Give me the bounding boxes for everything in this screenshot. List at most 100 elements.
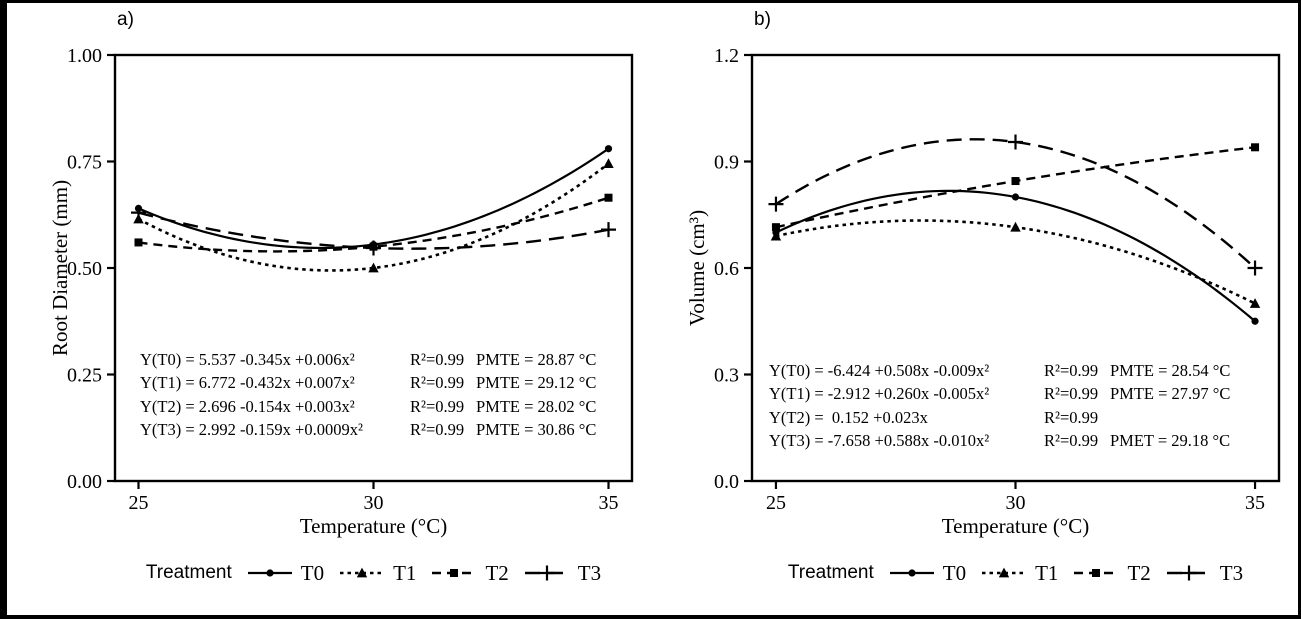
series-T0-point bbox=[1011, 193, 1020, 201]
panel-a-equations: Y(T0) = 5.537 -0.345x +0.006x² R²=0.99 PMT… bbox=[140, 348, 596, 442]
series-T2-point bbox=[1011, 177, 1020, 186]
legend-plus-marker-icon bbox=[524, 565, 569, 581]
panel-a-label: a) bbox=[117, 9, 134, 30]
y-tick-label: 0.3 bbox=[714, 365, 739, 387]
x-tick-label: 30 bbox=[1006, 492, 1026, 514]
legend-entry-label: T3 bbox=[1219, 560, 1244, 585]
x-tick-label: 35 bbox=[599, 492, 619, 514]
series-T2-point bbox=[771, 223, 780, 232]
equation-row: Y(T3) = -7.658 +0.588x -0.010x² R²=0.99 PM… bbox=[769, 429, 1230, 452]
equation-formula: Y(T2) = 2.696 -0.154x +0.003x² bbox=[140, 396, 355, 416]
legend-title: Treatment bbox=[145, 562, 232, 583]
legend-plus-marker-icon bbox=[1166, 565, 1211, 581]
legend-square-marker-icon bbox=[432, 569, 477, 577]
y-tick-label: 0.0 bbox=[714, 471, 739, 493]
equation-formula: Y(T3) = -7.658 +0.588x -0.010x² bbox=[769, 431, 990, 451]
legend-square-glyph bbox=[1092, 569, 1101, 577]
series-T1-curve bbox=[137, 162, 610, 272]
y-tick-label: 0.9 bbox=[714, 152, 739, 174]
equation-formula: Y(T2) = 0.152 +0.023x bbox=[769, 407, 928, 427]
pmte-value: PMTE = 30.86 °C bbox=[476, 420, 597, 440]
y-tick-label: 0.25 bbox=[67, 365, 102, 387]
panel-b-label: b) bbox=[754, 9, 771, 30]
r-squared-value: R²=0.99 bbox=[1044, 361, 1099, 380]
legend-circle-marker-icon bbox=[889, 569, 934, 577]
series-T3-point bbox=[366, 240, 381, 256]
series-T3-point bbox=[768, 196, 784, 212]
r-squared-value: R²=0.99 bbox=[410, 373, 465, 393]
series-T2-point bbox=[1251, 143, 1260, 152]
panel-a-legend: Treatment T0 T1 T2 T3 bbox=[115, 556, 632, 590]
legend-circle-glyph bbox=[266, 569, 274, 577]
equation-row: Y(T3) = 2.992 -0.159x +0.0009x² R²=0.99 PM… bbox=[140, 418, 596, 441]
series-T1-point bbox=[603, 158, 614, 169]
series-T1-point bbox=[368, 262, 379, 273]
series-T0-point bbox=[604, 145, 613, 153]
series-T2-point bbox=[604, 193, 613, 202]
series-T1-curve bbox=[775, 219, 1256, 305]
equation-row: Y(T0) = 5.537 -0.345x +0.006x² R²=0.99 PMT… bbox=[140, 348, 596, 371]
r-squared-value: R²=0.99 bbox=[1044, 431, 1099, 451]
series-T0-curve bbox=[138, 147, 610, 250]
legend-plus-glyph bbox=[539, 565, 555, 581]
equation-formula: Y(T0) = -6.424 +0.508x -0.009x² bbox=[769, 361, 990, 380]
x-axis-label: Temperature (°C) bbox=[942, 514, 1089, 538]
series-T3-point bbox=[1008, 134, 1023, 150]
legend-title: Treatment bbox=[787, 562, 874, 583]
series-T0-point bbox=[1251, 317, 1259, 325]
r-squared-value: R²=0.99 bbox=[1044, 407, 1099, 427]
equation-formula: Y(T3) = 2.992 -0.159x +0.0009x² bbox=[140, 420, 363, 440]
legend-entry-T1: T1 bbox=[981, 561, 1058, 586]
equation-formula: Y(T0) = 5.537 -0.345x +0.006x² bbox=[140, 350, 355, 369]
pmte-value: PMTE = 29.12 °C bbox=[476, 373, 597, 393]
legend-entry-label: T1 bbox=[393, 560, 417, 585]
panel-b-plot: 25 30 35 0.0 0.3 0.6 0.9 1.2 Temperature (°C) Vol… bbox=[685, 45, 1281, 538]
series-T3-point bbox=[601, 222, 616, 238]
series-T1-point bbox=[1010, 221, 1021, 232]
legend-entry-label: T2 bbox=[485, 560, 509, 585]
y-tick-label: 0.50 bbox=[67, 258, 102, 280]
legend-entry-T2: T2 bbox=[431, 560, 509, 586]
pmte-value bbox=[1110, 406, 1230, 429]
legend-triangle-glyph bbox=[356, 567, 368, 578]
y-tick-label: 0.6 bbox=[714, 258, 739, 280]
legend-entry-T3: T3 bbox=[524, 561, 601, 586]
legend-square-glyph bbox=[450, 569, 459, 577]
panel-a-plot: 25 30 35 0.00 0.25 0.50 0.75 1.00 Temperature (°… bbox=[48, 45, 634, 538]
series-T1-point bbox=[770, 230, 782, 241]
equation-row: Y(T2) = 2.696 -0.154x +0.003x² R²=0.99 PMT… bbox=[140, 395, 596, 418]
panel-b-legend: Treatment T0 T1 T2 T3 bbox=[752, 556, 1279, 590]
legend-entry-T3: T3 bbox=[1166, 561, 1243, 586]
x-tick-label: 25 bbox=[129, 492, 149, 514]
series-T3-curve bbox=[775, 138, 1256, 269]
series-T2-curve bbox=[138, 196, 609, 253]
legend-entry-T0: T0 bbox=[247, 561, 324, 586]
legend-triangle-marker-icon bbox=[340, 567, 385, 578]
pmte-value: PMTE = 27.97 °C bbox=[1110, 384, 1231, 404]
y-tick-label: 0.00 bbox=[67, 471, 102, 493]
legend-entry-T2: T2 bbox=[1073, 560, 1151, 586]
series-T3-point bbox=[131, 205, 146, 221]
legend-entry-T0: T0 bbox=[889, 561, 966, 586]
r-squared-value: R²=0.99 bbox=[410, 420, 465, 440]
equation-row: Y(T1) = -2.912 +0.260x -0.005x² R²=0.99 PM… bbox=[769, 382, 1230, 405]
legend-entry-label: T2 bbox=[1127, 560, 1151, 585]
legend-entry-label: T3 bbox=[577, 560, 602, 585]
legend-entry-T1: T1 bbox=[339, 561, 416, 586]
x-axis-label: Temperature (°C) bbox=[300, 514, 447, 538]
x-tick-label: 25 bbox=[766, 492, 786, 514]
pmte-value: PMTE = 28.02 °C bbox=[476, 396, 597, 416]
x-tick-label: 30 bbox=[364, 492, 384, 514]
panel-b-equations: Y(T0) = -6.424 +0.508x -0.009x² R²=0.99 PM… bbox=[769, 359, 1230, 453]
y-tick-label: 0.75 bbox=[67, 152, 102, 174]
series-T2-curve bbox=[775, 146, 1256, 229]
series-T0-curve bbox=[775, 189, 1256, 323]
equation-formula: Y(T1) = -2.912 +0.260x -0.005x² bbox=[769, 384, 990, 404]
legend-triangle-glyph bbox=[998, 567, 1010, 578]
r-squared-value: R²=0.99 bbox=[410, 396, 465, 416]
pmte-value: PMET = 29.18 °C bbox=[1110, 431, 1231, 451]
r-squared-value: R²=0.99 bbox=[1044, 384, 1099, 404]
legend-plus-glyph bbox=[1181, 565, 1197, 581]
y-axis-label: Root Diameter (mm) bbox=[48, 180, 72, 356]
